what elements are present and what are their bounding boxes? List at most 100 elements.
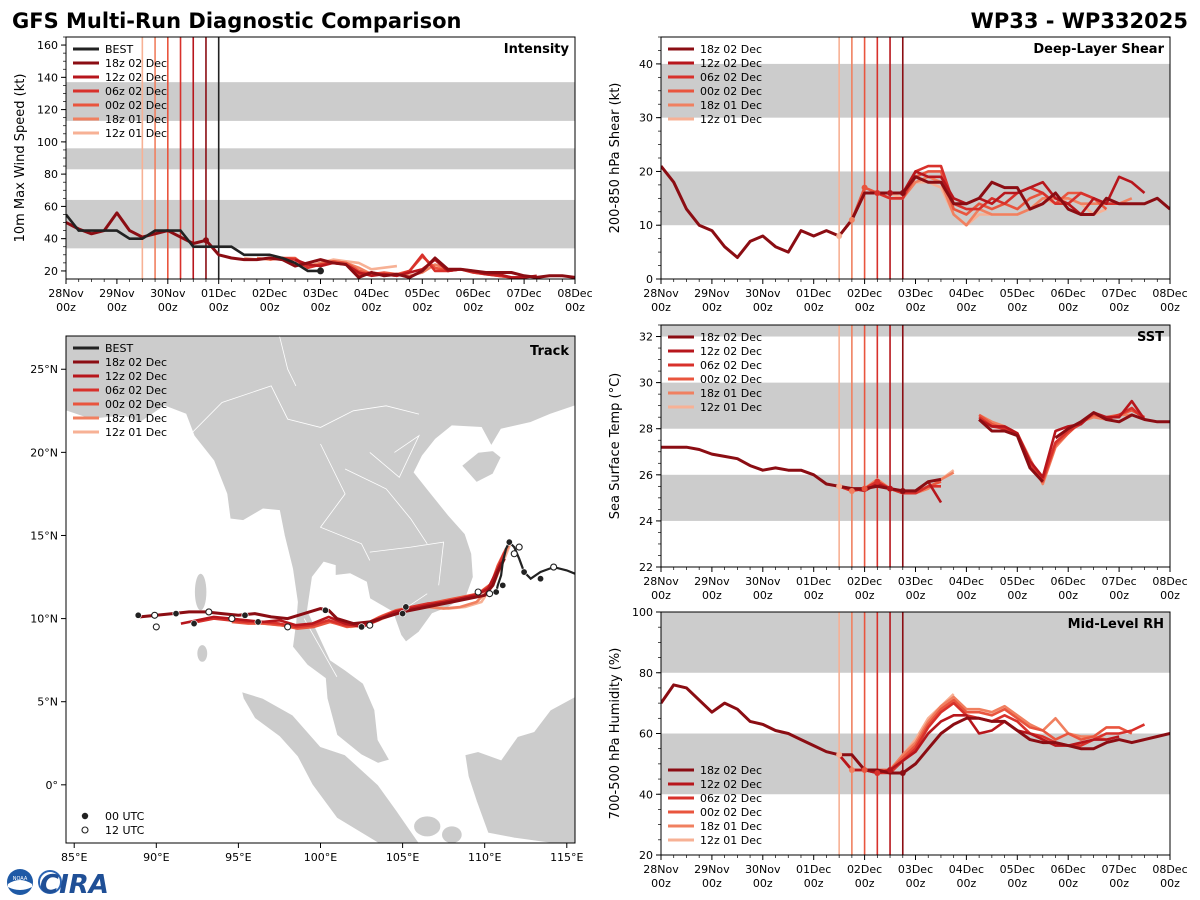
x-tick-label: 00z bbox=[702, 877, 722, 890]
legend-marker-00utc bbox=[81, 812, 89, 820]
climo-band bbox=[661, 325, 1170, 337]
series-line-18z-02-Dec bbox=[661, 683, 1170, 775]
legend-entry: 00 UTC bbox=[105, 810, 145, 823]
panel-title: Intensity bbox=[504, 42, 570, 57]
x-tick-label: 00z bbox=[107, 301, 127, 314]
y-tick-label: 40 bbox=[44, 233, 58, 246]
x-tick-label: 00z bbox=[1160, 589, 1180, 602]
political-border bbox=[344, 468, 428, 545]
sst-panel: 22 24 26 28 30 32 Sea Surface Temp (°C) SST 28No… bbox=[608, 324, 1188, 602]
x-tick-label: 00z bbox=[1007, 589, 1027, 602]
x-tick-label: 00z bbox=[855, 877, 875, 890]
map-group bbox=[66, 336, 575, 843]
legend-entry: 00z 02 Dec bbox=[105, 398, 167, 411]
y-tick-label: 10 bbox=[639, 219, 653, 232]
legend-entry: 00z 02 Dec bbox=[700, 85, 762, 98]
x-tick-label: 00z bbox=[1007, 301, 1027, 314]
x-tick-label: 08Dec bbox=[1152, 863, 1187, 876]
x-tick-label: 00z bbox=[702, 301, 722, 314]
climo-band bbox=[66, 82, 575, 121]
x-tick-label: 00z bbox=[753, 301, 773, 314]
x-tick-label: 06Dec bbox=[1051, 575, 1086, 588]
marker-12utc bbox=[550, 563, 558, 571]
y-tick-label: 60 bbox=[44, 200, 58, 213]
legend-entry: 06z 02 Dec bbox=[105, 384, 167, 397]
x-tick-label: 00z bbox=[311, 301, 331, 314]
legend-entry: 12z 02 Dec bbox=[700, 778, 762, 791]
init-dot bbox=[874, 478, 881, 485]
x-tick-label: 00z bbox=[957, 877, 977, 890]
y-tick-label: 30 bbox=[639, 377, 653, 390]
x-tick-label: 00z bbox=[702, 589, 722, 602]
y-tick-label: 28 bbox=[639, 423, 653, 436]
marker-00utc bbox=[254, 618, 262, 626]
y-tick-label: 32 bbox=[639, 331, 653, 344]
rh-panel: 20 40 60 80 100 700-500 hPa Humidity (%) Mid-L… bbox=[608, 606, 1188, 890]
x-tick-label: 08Dec bbox=[1152, 575, 1187, 588]
intensity-panel: 20 40 60 80 100 120 140 160 10m Max Wind Speed (… bbox=[13, 36, 593, 314]
init-dot bbox=[848, 216, 855, 223]
y-tick-label: 20 bbox=[639, 849, 653, 862]
x-tick-label: 02Dec bbox=[252, 287, 287, 300]
y-tick-label: 5°N bbox=[37, 696, 58, 709]
x-tick-label: 07Dec bbox=[1101, 575, 1136, 588]
y-tick-label: 160 bbox=[37, 39, 58, 52]
intensity-series-group bbox=[66, 211, 575, 279]
marker-00utc bbox=[399, 610, 407, 618]
x-tick-label: 00z bbox=[514, 301, 534, 314]
init-dot bbox=[861, 184, 868, 191]
figure-title: GFS Multi-Run Diagnostic Comparison bbox=[12, 9, 461, 33]
panel-title: Deep-Layer Shear bbox=[1033, 42, 1164, 57]
init-dot bbox=[836, 751, 843, 758]
y-tick-label: 25°N bbox=[30, 363, 58, 376]
legend-entry: 00z 02 Dec bbox=[700, 373, 762, 386]
x-tick-label: 02Dec bbox=[847, 287, 882, 300]
marker-00utc bbox=[172, 610, 180, 618]
x-tick-label: 04Dec bbox=[354, 287, 389, 300]
legend-entry: 06z 02 Dec bbox=[700, 359, 762, 372]
x-tick-label: 28Nov bbox=[643, 575, 679, 588]
x-tick-label: 30Nov bbox=[745, 287, 781, 300]
init-dot bbox=[874, 189, 881, 196]
y-axis-label: 200-850 hPa Shear (kt) bbox=[608, 83, 623, 234]
x-tick-label: 04Dec bbox=[949, 287, 984, 300]
x-tick-label: 00z bbox=[804, 301, 824, 314]
legend-entry: 12z 01 Dec bbox=[700, 113, 762, 126]
x-tick-label: 95°E bbox=[225, 851, 251, 864]
init-dot bbox=[848, 766, 855, 773]
y-tick-label: 10°N bbox=[30, 613, 58, 626]
x-tick-label: 03Dec bbox=[898, 575, 933, 588]
x-tick-label: 00z bbox=[753, 877, 773, 890]
x-tick-label: 00z bbox=[1109, 301, 1129, 314]
legend-entry: 06z 02 Dec bbox=[105, 85, 167, 98]
marker-12utc bbox=[151, 611, 159, 619]
track-line-12z-02-Dec bbox=[180, 561, 503, 629]
legend-entry: 12 UTC bbox=[105, 824, 145, 837]
x-tick-label: 07Dec bbox=[1101, 863, 1136, 876]
x-tick-label: 00z bbox=[1007, 877, 1027, 890]
x-tick-label: 01Dec bbox=[796, 863, 831, 876]
legend-entry: 00z 02 Dec bbox=[700, 806, 762, 819]
x-tick-label: 03Dec bbox=[898, 863, 933, 876]
marker-00utc bbox=[134, 611, 142, 619]
y-tick-label: 100 bbox=[37, 136, 58, 149]
y-tick-label: 20°N bbox=[30, 446, 58, 459]
marker-00utc bbox=[402, 603, 410, 611]
x-tick-label: 29Nov bbox=[694, 287, 730, 300]
x-tick-label: 00z bbox=[651, 589, 671, 602]
x-tick-label: 00z bbox=[1109, 877, 1129, 890]
shear-series-group bbox=[661, 164, 1170, 259]
x-tick-label: 29Nov bbox=[99, 287, 135, 300]
y-axis-label: Sea Surface Temp (°C) bbox=[608, 373, 623, 520]
marker-00utc bbox=[499, 581, 507, 589]
storm-id: WP33 - WP332025 bbox=[971, 9, 1188, 33]
noaa-logo-text: NOAA bbox=[13, 876, 28, 882]
init-dot bbox=[836, 483, 843, 490]
x-tick-label: 100°E bbox=[304, 851, 337, 864]
x-tick-label: 00z bbox=[651, 877, 671, 890]
series-line-18z-02-Dec bbox=[978, 418, 1044, 483]
x-tick-label: 00z bbox=[753, 589, 773, 602]
x-tick-label: 29Nov bbox=[694, 575, 730, 588]
init-dot bbox=[861, 485, 868, 492]
